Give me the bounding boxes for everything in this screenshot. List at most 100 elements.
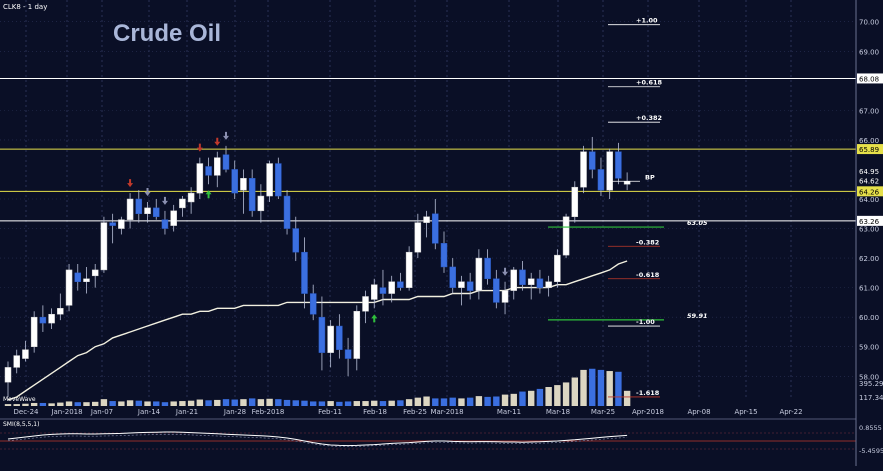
volume-bar xyxy=(519,391,526,406)
y-tick-label: 64.00 xyxy=(859,196,879,204)
candle-up xyxy=(22,349,29,359)
candle-up xyxy=(48,313,55,324)
fib-level-label: BP xyxy=(645,173,655,181)
x-tick-label: Jan-2018 xyxy=(50,408,82,416)
volume-bar xyxy=(318,401,326,406)
volume-bar xyxy=(501,394,509,406)
x-tick-label: Mar-11 xyxy=(497,408,521,416)
volume-bar xyxy=(214,399,221,406)
x-tick-label: Apr-22 xyxy=(779,408,802,416)
x-tick-label: Dec-24 xyxy=(14,408,40,416)
volume-bar xyxy=(30,402,38,406)
volume-bar xyxy=(248,398,256,406)
symbol-label: CLK8 - 1 day xyxy=(3,3,47,11)
volume-bar xyxy=(405,399,413,406)
volume-bar xyxy=(623,390,631,406)
candle-down xyxy=(292,228,300,253)
volume-bar xyxy=(292,400,299,406)
price-level-tag xyxy=(857,186,883,197)
candle-down xyxy=(109,222,116,226)
y-tick-label: 70.00 xyxy=(859,19,879,27)
candle-up xyxy=(527,278,535,285)
volume-bar xyxy=(510,393,517,406)
volume-bar xyxy=(196,399,204,406)
price-level-label: 65.89 xyxy=(859,146,879,154)
candle-up xyxy=(100,222,108,271)
candle-up xyxy=(353,311,361,359)
volume-bar xyxy=(484,396,491,406)
volume-bar xyxy=(83,402,90,406)
volume-bar xyxy=(432,398,439,406)
fib-level-label: +1.00 xyxy=(636,17,658,25)
candle-up xyxy=(571,186,579,217)
candle-up xyxy=(214,157,221,176)
candle-up xyxy=(4,367,12,383)
volume-bar xyxy=(397,400,404,406)
volume-bar xyxy=(440,398,448,406)
volume-bar xyxy=(22,403,29,406)
x-tick-label: Feb-18 xyxy=(363,408,387,416)
volume-bar xyxy=(240,399,247,406)
candle-down xyxy=(205,166,212,176)
arrow-down-icon xyxy=(502,267,509,276)
candle-up xyxy=(240,178,247,191)
candle-down xyxy=(231,169,238,194)
volume-bar xyxy=(615,371,622,406)
x-tick-label: Apr-2018 xyxy=(632,408,664,416)
candle-up xyxy=(554,254,561,282)
fib-level-label: -1.618 xyxy=(636,389,660,397)
candle-up xyxy=(501,290,509,303)
x-tick-label: Jan-07 xyxy=(90,408,113,416)
candle-up xyxy=(370,284,378,300)
candle-down xyxy=(222,154,230,170)
volume-bar xyxy=(449,397,456,406)
fib-level-label: +0.618 xyxy=(636,79,662,87)
candle-up xyxy=(562,216,570,256)
candle-up xyxy=(30,316,38,347)
candle-down xyxy=(615,151,622,179)
volume-bar xyxy=(589,368,596,406)
x-tick-label: Apr-15 xyxy=(734,408,757,416)
volume-bar xyxy=(179,401,186,406)
candle-down xyxy=(597,169,605,191)
candle-down xyxy=(309,293,317,315)
volume-bar xyxy=(153,401,160,406)
candle-up xyxy=(83,278,90,282)
candle-up xyxy=(144,207,151,215)
smi-line xyxy=(7,431,628,447)
candle-up xyxy=(126,198,134,220)
x-tick-label: Mar-2018 xyxy=(430,408,463,416)
candle-up xyxy=(475,257,483,291)
volume-bar xyxy=(536,388,544,406)
smi-indicator-label: SMI(8,5,5,1) xyxy=(3,421,39,428)
y-tick-label: 63.00 xyxy=(859,226,879,234)
x-tick-label: Feb-2018 xyxy=(252,408,285,416)
volume-bar xyxy=(336,401,343,406)
candle-up xyxy=(510,269,518,291)
arrow-down-icon xyxy=(223,131,229,140)
candle-down xyxy=(135,198,143,215)
y-tick-label: 69.00 xyxy=(859,48,879,56)
candle-down xyxy=(161,219,169,229)
x-tick-label: Jan-14 xyxy=(137,408,161,416)
volume-bar xyxy=(475,396,483,406)
x-tick-label: Mar-18 xyxy=(546,408,570,416)
volume-bar xyxy=(379,401,387,406)
volume-bar xyxy=(580,369,587,406)
candle-down xyxy=(432,213,439,244)
arrow-down-icon xyxy=(161,196,168,205)
fib-level-label: 59.91 xyxy=(687,312,708,320)
x-tick-label: Jan-21 xyxy=(175,408,198,416)
volume-bar xyxy=(109,401,116,406)
volume-bar xyxy=(371,400,378,406)
candle-up xyxy=(405,251,413,288)
volume-bar xyxy=(65,401,73,406)
volume-bar xyxy=(344,401,352,406)
volume-bar xyxy=(48,403,55,406)
candle-up xyxy=(545,281,552,288)
volume-bar xyxy=(493,396,500,406)
candle-down xyxy=(484,257,491,280)
volume-bar xyxy=(170,401,177,406)
smi-axis-label: -5.4595 xyxy=(859,447,883,455)
